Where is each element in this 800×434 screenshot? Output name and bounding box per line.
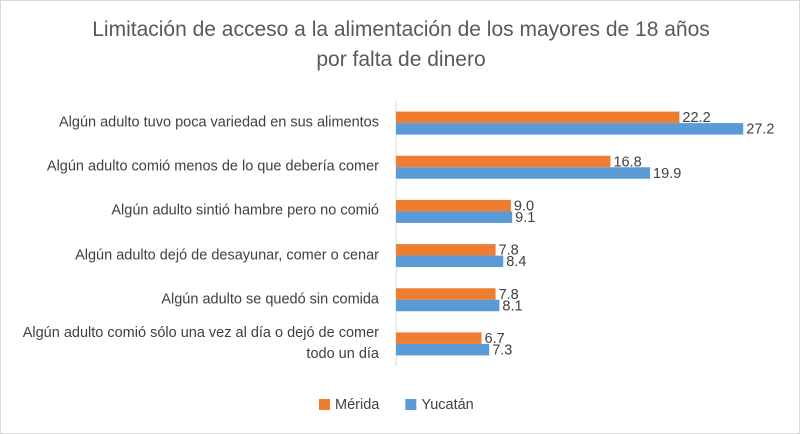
data-label: 8.4 — [506, 254, 526, 270]
data-label: 19.9 — [653, 166, 681, 182]
category-label: Algún adulto tuvo poca variedad en sus a… — [58, 114, 379, 131]
category-label: Algún adulto comió menos de lo que deber… — [46, 158, 379, 175]
bar — [396, 299, 500, 312]
bar — [396, 244, 496, 256]
legend-swatch — [405, 399, 417, 410]
data-label: 22.2 — [682, 110, 710, 126]
data-label: 6.7 — [485, 331, 505, 347]
bar — [396, 255, 504, 268]
chart-title: Limitación de acceso a la alimentación d… — [92, 18, 710, 71]
bar — [396, 288, 496, 300]
data-label: 16.8 — [613, 154, 641, 170]
data-label: 27.2 — [746, 122, 774, 138]
bar — [396, 199, 511, 212]
data-label: 9.1 — [515, 210, 535, 226]
category-label: Algún adulto sintió hambre pero no comió — [111, 202, 379, 219]
bar — [396, 211, 513, 223]
data-label: 8.1 — [502, 298, 522, 314]
data-label: 9.0 — [514, 198, 534, 214]
category-label: Algún adulto se quedó sin comida — [161, 291, 379, 308]
bar — [396, 167, 651, 179]
data-label: 7.8 — [499, 287, 519, 303]
legend-swatch — [319, 399, 330, 410]
data-label: 7.3 — [492, 342, 512, 358]
bar — [396, 343, 490, 356]
legend-label: Yucatán — [421, 397, 473, 413]
category-label: Algún adulto dejó de desayunar, comer o … — [75, 247, 379, 264]
legend-label: Mérida — [335, 397, 380, 413]
bar — [396, 332, 482, 344]
bar — [396, 111, 680, 124]
bar — [396, 155, 611, 168]
bar — [396, 123, 744, 135]
data-label: 7.8 — [499, 243, 519, 259]
category-label: Algún adulto comió sólo una vez al día o… — [22, 324, 379, 362]
